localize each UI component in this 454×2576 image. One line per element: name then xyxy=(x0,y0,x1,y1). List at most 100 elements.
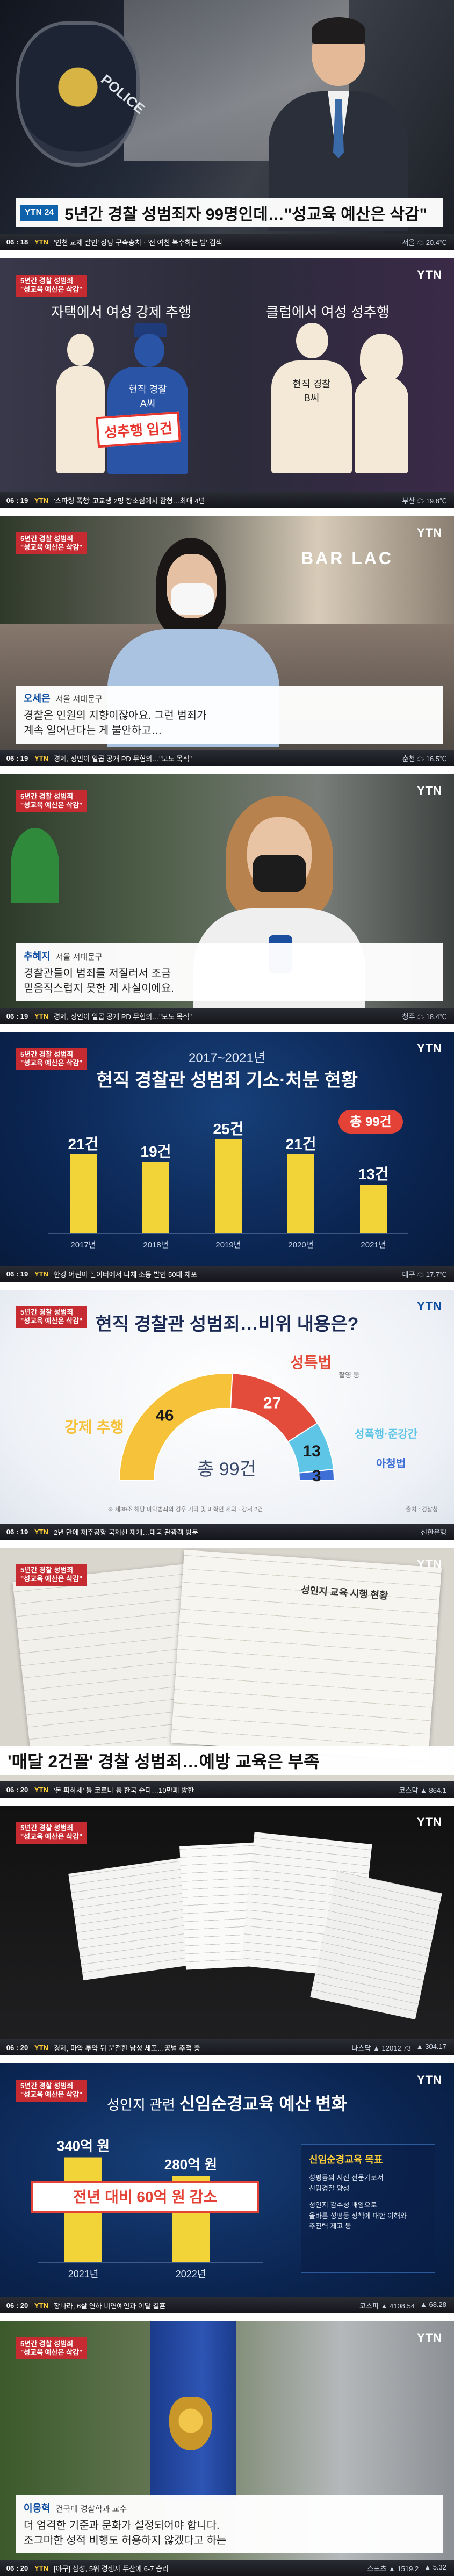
ticker-time: 06 : 19 xyxy=(6,754,28,762)
corner-tag: 5년간 경찰 성범죄 "성교육 예산은 삭감" xyxy=(16,532,87,554)
ticker-channel: YTN xyxy=(34,1785,48,1794)
ticker-channel: YTN xyxy=(34,1269,48,1278)
bar-value-label: 19건 xyxy=(141,1143,171,1160)
police-flag-emblem xyxy=(169,2397,212,2450)
left-caption: 자택에서 여성 강제 추행 xyxy=(51,301,191,321)
chart-title-prefix: 성인지 관련 xyxy=(106,2097,175,2113)
bar xyxy=(215,1139,242,1233)
news-ticker: 06 : 20 YTN 경제, 마약 투약 뒤 운전한 남성 체포…공범 추적 … xyxy=(0,2039,454,2055)
ticker-weather: 춘천 ☁ 16.5℃ xyxy=(402,754,446,763)
ticker-index: 나스닥 ▲ 12012.73 xyxy=(351,2044,411,2052)
total-badge xyxy=(338,1110,403,1134)
ticker-time: 06 : 19 xyxy=(6,1012,28,1020)
right-caption: 클럽에서 여성 성추행 xyxy=(266,301,390,321)
headline-text: '매달 2건꼴' 경찰 성범죄…예방 교육은 부족 xyxy=(8,1752,320,1771)
news-ticker: 06 : 19 YTN 한강 어린이 놀이터에서 나체 소동 발인 50대 체포… xyxy=(0,1266,454,1282)
ytn-logo: YTN xyxy=(417,526,442,539)
bar-value-label: 25건 xyxy=(213,1121,244,1137)
stamp-badge: 성추행 입건 xyxy=(96,411,181,448)
chart-title: 성인지 관련 신임순경교육 예산 변화 xyxy=(0,2090,454,2115)
video-frame-8: YTN 5년간 경찰 성범죄 "성교육 예산은 삭감" 06 : 20 YTN … xyxy=(0,1806,454,2055)
interview-lower-third: 오세은 서울 서대문구 경찰은 인원의 지향이잖아요. 그런 범죄가 계속 일어난… xyxy=(16,686,443,744)
interviewee-place: 서울 서대문구 xyxy=(55,695,103,704)
ticker-time: 06 : 20 xyxy=(6,2564,28,2572)
video-frame-1: POLICE YTN 24 5년간 경찰 성범죄자 99명인데…"성교육 예산은… xyxy=(0,0,454,250)
ticker-channel: YTN xyxy=(34,2043,48,2052)
video-frame-10: YTN 5년간 경찰 성범죄 "성교육 예산은 삭감" 이웅혁 건국대 경찰학과 … xyxy=(0,2321,454,2576)
news-ticker: 06 : 19 YTN 2년 만에 제주공항 국제선 재개…대국 관광객 방문 … xyxy=(0,1524,454,1540)
ticker-change: ▲ 5.32 xyxy=(424,2563,446,2571)
news-ticker: 06 : 20 YTN [야구] 삼성, 5위 경쟁자 두산에 6-7 승리 스… xyxy=(0,2560,454,2576)
ytn-logo: YTN xyxy=(417,784,442,797)
goal-panel: 신임순경교육 목표 성평등의 지진 전문가로서 신임경찰 양성 성인지 감수성 … xyxy=(301,2144,435,2273)
bar-value-label: 13건 xyxy=(358,1166,389,1182)
corner-tag: 5년간 경찰 성범죄 "성교육 예산은 삭감" xyxy=(16,1306,87,1328)
interviewee-place: 서울 서대문구 xyxy=(55,953,103,962)
ticker-channel: YTN xyxy=(34,496,48,504)
right-caption-text: 클럽에서 여성 성추행 xyxy=(266,304,390,320)
video-frame-4: YTN 5년간 경찰 성범죄 "성교육 예산은 삭감" 추혜지 서울 서대문구 경… xyxy=(0,774,454,1024)
headline-banner: YTN 24 5년간 경찰 성범죄자 99명인데…"성교육 예산은 삭감" xyxy=(16,198,443,227)
news-ticker: 06 : 19 YTN '스파링 폭행' 고교생 2명 항소심에서 감형…최대 … xyxy=(0,492,454,508)
interviewee-name: 추혜지 xyxy=(24,951,51,962)
bar-chart: 21건 2017년 19건 2018년 25건 2019년 21건 2020년 13건 2021년… xyxy=(48,1110,408,1250)
slice-value-label: 3 xyxy=(312,1467,321,1485)
ticker-channel: YTN xyxy=(34,754,48,762)
ticker-weather: 청주 ☁ 18.4℃ xyxy=(402,1012,446,1021)
store-sign: BAR LAC xyxy=(301,549,393,568)
ticker-weather: 대구 ☁ 17.7℃ xyxy=(402,1270,446,1279)
x-tick-label: 2021년 xyxy=(361,1240,386,1250)
document-page-2 xyxy=(171,1549,442,1761)
ticker-change: ▲ 68.28 xyxy=(420,2300,446,2308)
decrease-badge-text: 전년 대비 60억 원 감소 xyxy=(73,2189,217,2205)
bar-value-label: 21건 xyxy=(286,1136,316,1152)
ytn-logo: YTN xyxy=(417,1557,442,1571)
news-ticker: 06 : 20 YTN '돈 피하세' 등 코로나 등 한국 순다…10만패 방… xyxy=(0,1781,454,1798)
bar-value-label: 21건 xyxy=(68,1136,99,1152)
corner-tag: 5년간 경찰 성범죄 "성교육 예산은 삭감" xyxy=(16,2337,87,2359)
chart-title: 현직 경찰관 성범죄 기소·처분 현황 xyxy=(96,1070,358,1091)
ticker-text: 경제, 정인이 일곱 공개 PD 무혐의…"보도 목적" xyxy=(54,1012,192,1021)
corner-tag: 5년간 경찰 성범죄 "성교육 예산은 삭감" xyxy=(16,1564,87,1586)
corner-tag: 5년간 경찰 성범죄 "성교육 예산은 삭감" xyxy=(16,1822,87,1844)
bar xyxy=(360,1185,387,1233)
goal-item-2: 성인지 감수성 배양으로 올바른 성평등 정책에 대한 이해와 추진력 제고 등 xyxy=(309,2201,407,2230)
slice-name-label: 성특법 xyxy=(290,1354,332,1371)
ticker-index: 코스닥 ▲ 864.1 xyxy=(399,1786,446,1794)
interviewee-name: 오세은 xyxy=(24,693,51,704)
chart-title: 현직 경찰관 성범죄…비위 내용은? xyxy=(95,1314,359,1334)
bar-value-label: 280억 원 xyxy=(164,2156,217,2173)
slice-name-label: 강제 추행 xyxy=(64,1419,124,1435)
officer-a-label: 현직 경찰 A씨 xyxy=(128,384,167,409)
ticker-weather: 부산 ☁ 19.8℃ xyxy=(402,496,446,505)
ticker-text: 경제, 마약 투약 뒤 운전한 남성 체포…공범 추적 중 xyxy=(54,2044,200,2052)
x-tick-label: 2022년 xyxy=(176,2269,206,2279)
chart-title-bold: 신임순경교육 예산 변화 xyxy=(179,2094,347,2113)
victim-silhouette-right xyxy=(349,334,414,473)
ticker-time: 06 : 20 xyxy=(6,2043,28,2052)
video-frame-7: 성인지 교육 시행 현황 YTN 5년간 경찰 성범죄 "성교육 예산은 삭감"… xyxy=(0,1548,454,1798)
victim-silhouette-left xyxy=(51,334,110,473)
x-tick-label: 2020년 xyxy=(288,1240,313,1250)
police-patch xyxy=(16,21,140,167)
interviewee-place: 건국대 경찰학과 교수 xyxy=(55,2505,127,2514)
slice-sublabel: 촬영 등 xyxy=(338,1371,360,1379)
ytn-logo: YTN xyxy=(417,1042,442,1055)
ticker-channel: YTN xyxy=(34,1012,48,1020)
ytn-logo: YTN xyxy=(417,1815,442,1829)
chart-source: 출처 : 경찰청 xyxy=(406,1506,438,1513)
donut-slice xyxy=(118,1373,233,1481)
ticker-text: '스파링 폭행' 고교생 2명 항소심에서 감형…최대 4년 xyxy=(54,496,205,505)
ytn-logo: YTN xyxy=(417,268,442,282)
interview-quote: 경찰관들이 범죄를 저질러서 조금 믿음직스럽지 못한 게 사실이에요. xyxy=(24,968,174,994)
ytn-logo: YTN xyxy=(417,1300,442,1313)
total-badge-text: 총 99건 xyxy=(350,1115,392,1129)
ticker-channel: YTN xyxy=(34,2301,48,2310)
ticker-time: 06 : 18 xyxy=(6,237,28,246)
ticker-channel: YTN xyxy=(34,237,48,246)
video-frame-3: BAR LAC YTN 5년간 경찰 성범죄 "성교육 예산은 삭감" 오세은 서… xyxy=(0,516,454,766)
corner-tag: 5년간 경찰 성범죄 "성교육 예산은 삭감" xyxy=(16,1048,87,1070)
anchor-person xyxy=(269,17,408,231)
officer-silhouette-a: 현직 경찰 A씨 xyxy=(107,323,188,474)
interview-lower-third: 추혜지 서울 서대문구 경찰관들이 범죄를 저질러서 조금 믿음직스럽지 못한 게… xyxy=(16,943,443,1001)
